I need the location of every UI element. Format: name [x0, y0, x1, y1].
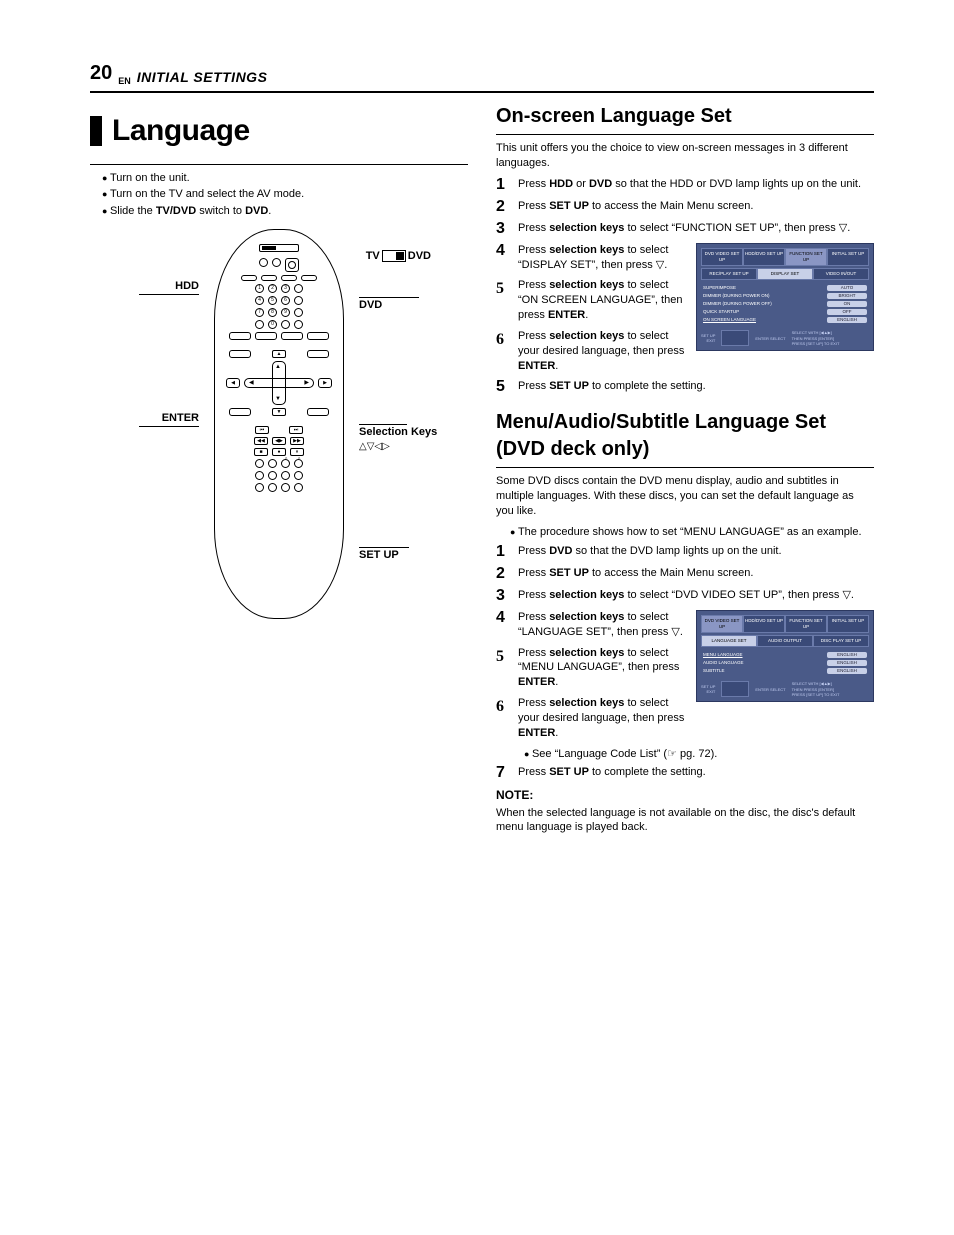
page-number: 20	[90, 60, 112, 87]
step-text: Press selection keys to select “DISPLAY …	[518, 243, 686, 273]
step-text: Press SET UP to access the Main Menu scr…	[518, 566, 874, 582]
right-column: On-screen Language Set This unit offers …	[496, 101, 874, 835]
prep-item: Turn on the unit.	[102, 171, 468, 186]
section-title: INITIAL SETTINGS	[137, 68, 268, 87]
prep-list: Turn on the unit. Turn on the TV and sel…	[102, 171, 468, 220]
lang-code: EN	[118, 75, 131, 87]
step-text: Press HDD or DVD so that the HDD or DVD …	[518, 177, 874, 193]
title-bar-marker	[90, 116, 102, 146]
note-head: NOTE:	[496, 787, 874, 803]
sec2-steps: Press DVD so that the DVD lamp lights up…	[496, 544, 874, 741]
page-title: Language	[112, 111, 250, 152]
step-text: Press DVD so that the DVD lamp lights up…	[518, 544, 874, 560]
step-text: Press selection keys to select your desi…	[518, 696, 686, 741]
dpad-icon: ◀ ▲▼ ◀▶ ▶	[244, 361, 314, 405]
sec2-step6-sub: See “Language Code List” (☞ pg. 72).	[524, 747, 874, 762]
left-column: Language Turn on the unit. Turn on the T…	[90, 101, 468, 835]
note-text: When the selected language is not availa…	[496, 806, 874, 836]
sec2-intro: Some DVD discs contain the DVD menu disp…	[496, 474, 874, 519]
callout-hdd: HDD	[109, 279, 199, 295]
page-header: 20 EN INITIAL SETTINGS	[90, 60, 874, 93]
step-text: Press selection keys to select “FUNCTION…	[518, 221, 874, 237]
remote-body: 123 456 789 0 ▲ ◀ ▲▼ ◀▶ ▶ ▼	[214, 229, 344, 619]
callout-tvdvd: TV DVD	[366, 249, 431, 264]
step-text: Press selection keys to select “ON SCREE…	[518, 278, 686, 323]
step-text: Press SET UP to access the Main Menu scr…	[518, 199, 874, 215]
step-text: Press selection keys to select “LANGUAGE…	[518, 610, 686, 640]
step-text: Press SET UP to complete the setting.	[518, 379, 874, 395]
step-text: Press selection keys to select “DVD VIDE…	[518, 588, 874, 604]
osd-screenshot-1: DVD VIDEO SET UPHDD/DVD SET UPFUNCTION S…	[696, 243, 874, 352]
sec1-steps: Press HDD or DVD so that the HDD or DVD …	[496, 177, 874, 396]
step-text: Press selection keys to select “MENU LAN…	[518, 646, 686, 691]
callout-selkeys: Selection Keys △▽◁▷	[359, 424, 455, 453]
title-bar: Language	[90, 111, 468, 152]
prep-item: Slide the TV/DVD switch to DVD.	[102, 204, 468, 219]
osd-screenshot-2: DVD VIDEO SET UPHDD/DVD SET UPFUNCTION S…	[696, 610, 874, 702]
callout-enter: ENTER	[109, 411, 199, 427]
prep-item: Turn on the TV and select the AV mode.	[102, 187, 468, 202]
tv-dvd-switch-icon	[259, 244, 299, 252]
sec1-intro: This unit offers you the choice to view …	[496, 141, 874, 171]
remote-illustration: TV DVD HDD DVD ENTER Selection Keys △▽◁▷	[109, 229, 449, 619]
sec2-prebullet: The procedure shows how to set “MENU LAN…	[510, 525, 874, 540]
callout-setup: SET UP	[359, 547, 449, 563]
step-text: Press selection keys to select your desi…	[518, 329, 686, 374]
callout-dvd: DVD	[359, 297, 449, 313]
step-text: Press SET UP to complete the setting.	[518, 765, 874, 781]
subhead-menu-lang: Menu/Audio/Subtitle Language Set (DVD de…	[496, 409, 874, 463]
subhead-osd-lang: On-screen Language Set	[496, 103, 874, 130]
